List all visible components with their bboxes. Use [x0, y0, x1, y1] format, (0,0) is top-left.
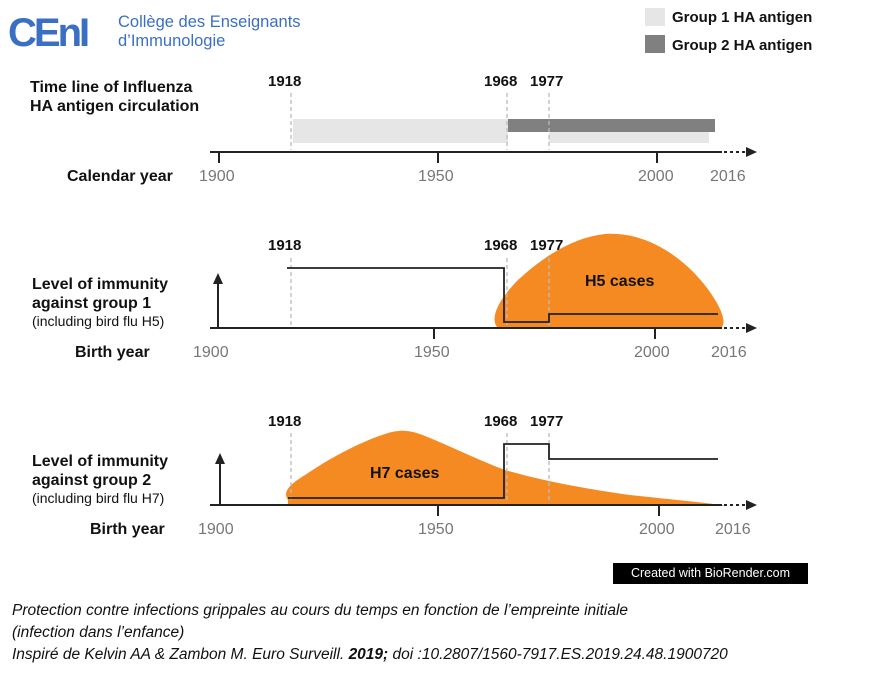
panel2-tick-label-1900: 1900 — [193, 344, 229, 361]
caption-reference-year: 2019; — [348, 646, 389, 663]
panel2-year-1918: 1918 — [268, 237, 301, 254]
panel3-label-line1: Level of immunity — [32, 453, 168, 470]
panel2-axis-arrow — [746, 323, 757, 333]
biorender-credit: Created with BioRender.com — [613, 563, 808, 584]
legend-label-group2: Group 2 HA antigen — [672, 37, 812, 54]
group1-immunity-line — [287, 267, 718, 323]
caption-line1: Protection contre infections grippales a… — [12, 602, 629, 619]
panel3-tick-label-1950: 1950 — [418, 521, 454, 538]
panel3-axis-arrow — [746, 500, 757, 510]
panel2-tick-label-1950: 1950 — [414, 344, 450, 361]
caption-line2: (infection dans l’enfance) — [12, 624, 185, 641]
panel1-title-line1: Time line of Influenza — [30, 79, 192, 96]
caption-reference: Inspiré de Kelvin AA & Zambon M. Euro Su… — [12, 646, 349, 663]
panel1-tick-label-2016: 2016 — [710, 168, 746, 185]
panel3-year-1977: 1977 — [530, 413, 563, 430]
panel1-year-1918: 1918 — [268, 73, 301, 90]
panel2-year-1968: 1968 — [484, 237, 517, 254]
panel1-tick-label-1900: 1900 — [199, 168, 235, 185]
panel2-label-line2: against group 1 — [32, 295, 151, 312]
group2-immunity-line — [288, 443, 718, 499]
panel-group2-immunity: 1918 1968 1977 H7 cases Level of immunit… — [32, 413, 757, 538]
panel1-title-line2: HA antigen circulation — [30, 98, 199, 115]
caption-doi: doi :10.2807/1560-7917.ES.2019.24.48.190… — [388, 646, 728, 663]
legend-label-group1: Group 1 HA antigen — [672, 9, 812, 26]
panel2-axis-label: Birth year — [75, 344, 150, 361]
panel-timeline: Time line of Influenza HA antigen circul… — [30, 73, 757, 185]
logo-line2: d’Immunologie — [118, 32, 225, 50]
panel3-label-line2: against group 2 — [32, 472, 151, 489]
panel3-year-1968: 1968 — [484, 413, 517, 430]
h5-cases-label: H5 cases — [585, 273, 654, 290]
panel1-tick-label-2000: 2000 — [638, 168, 674, 185]
caption-line3: Inspiré de Kelvin AA & Zambon M. Euro Su… — [12, 644, 882, 666]
panel3-year-1918: 1918 — [268, 413, 301, 430]
legend-swatch-group2 — [645, 35, 665, 53]
legend-swatch-group1 — [645, 8, 665, 26]
figure-caption: Protection contre infections grippales a… — [12, 600, 882, 666]
panel1-axis-label: Calendar year — [67, 168, 173, 185]
group1-circulation-bar — [293, 119, 508, 143]
logo: CEnI Collège des Enseignants d’Immunolog… — [8, 11, 301, 55]
h7-cases-area — [285, 430, 726, 506]
h7-cases-label: H7 cases — [370, 465, 439, 482]
group1-late-circulation-bar — [549, 131, 709, 143]
panel3-y-arrow — [215, 453, 225, 464]
logo-mark: CEnI — [8, 11, 88, 55]
panel2-tick-label-2000: 2000 — [634, 344, 670, 361]
panel3-tick-label-2000: 2000 — [639, 521, 675, 538]
panel2-year-1977: 1977 — [530, 237, 563, 254]
panel2-label-line3: (including bird flu H5) — [32, 313, 164, 329]
panel2-tick-label-2016: 2016 — [711, 344, 747, 361]
panel3-axis-label: Birth year — [90, 521, 165, 538]
legend: Group 1 HA antigen Group 2 HA antigen — [645, 8, 812, 54]
panel1-year-1977: 1977 — [530, 73, 563, 90]
panel3-label-line3: (including bird flu H7) — [32, 490, 164, 506]
panel1-axis-arrow — [746, 147, 757, 157]
panel1-tick-label-1950: 1950 — [418, 168, 454, 185]
group2-circulation-bar — [508, 119, 715, 132]
panel2-y-arrow — [213, 273, 223, 284]
panel2-label-line1: Level of immunity — [32, 276, 168, 293]
panel3-tick-label-2016: 2016 — [715, 521, 751, 538]
panel3-tick-label-1900: 1900 — [198, 521, 234, 538]
panel-group1-immunity: 1918 1968 1977 H5 cases Level of immunit… — [32, 233, 757, 361]
h5-cases-area — [494, 233, 724, 327]
panel1-year-1968: 1968 — [484, 73, 517, 90]
logo-line1: Collège des Enseignants — [118, 13, 301, 31]
